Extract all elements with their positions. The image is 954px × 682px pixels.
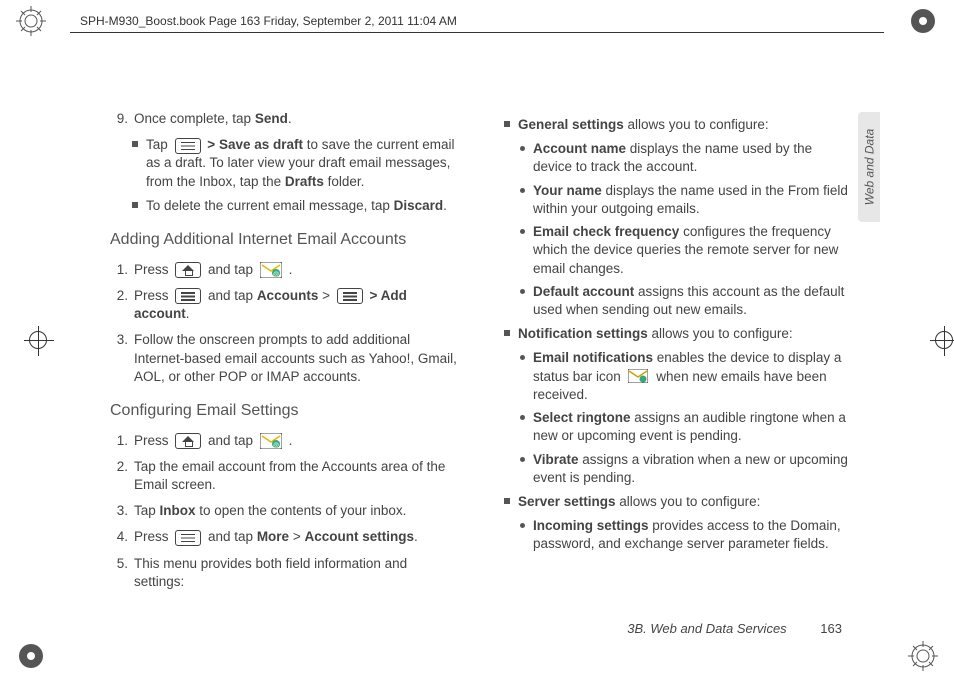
dot-bullet-icon — [520, 355, 525, 360]
dot-bullet-icon — [520, 188, 525, 193]
sub-step: Tap > Save as draft to save the current … — [132, 136, 460, 191]
step-number: 2. — [110, 287, 128, 323]
square-bullet-icon — [504, 330, 510, 336]
section-heading: Adding Additional Internet Email Account… — [110, 229, 460, 251]
step-item: 4. Press and tap More > Account settings… — [110, 528, 460, 546]
thumb-tab-label: Web and Data — [862, 129, 876, 206]
step-item: 2. Press and tap Accounts > > Add accoun… — [110, 287, 460, 323]
body-columns: 9. Once complete, tap Send. Tap > Save a… — [110, 110, 850, 590]
setting-item: Incoming settings provides access to the… — [520, 517, 850, 553]
setting-item: Vibrate assigns a vibration when a new o… — [520, 451, 850, 487]
step-text: Tap Inbox to open the contents of your i… — [134, 502, 460, 520]
sub-step-text: To delete the current email message, tap… — [146, 197, 460, 215]
dot-bullet-icon — [520, 523, 525, 528]
print-gear-icon — [16, 6, 46, 41]
step-text: Press and tap @ . — [134, 261, 460, 279]
svg-text:@: @ — [273, 272, 279, 278]
step-number: 2. — [110, 458, 128, 494]
setting-item: Email notifications enables the device t… — [520, 349, 850, 404]
running-header: SPH-M930_Boost.book Page 163 Friday, Sep… — [80, 14, 457, 28]
square-bullet-icon — [504, 121, 510, 127]
menu-key-icon — [337, 288, 363, 304]
page-number: 163 — [820, 621, 842, 636]
step-text: Follow the onscreen prompts to add addit… — [134, 331, 460, 386]
thumb-tab: Web and Data — [858, 112, 880, 222]
header-rule — [70, 32, 884, 33]
step-item: 1. Press and tap @ . — [110, 432, 460, 450]
square-bullet-icon — [504, 498, 510, 504]
sub-step: To delete the current email message, tap… — [132, 197, 460, 215]
menu-key-icon — [175, 288, 201, 304]
print-disc-icon — [908, 6, 938, 41]
setting-item: Account name displays the name used by t… — [520, 140, 850, 176]
settings-group: Server settings allows you to configure: — [504, 493, 850, 511]
step-number: 3. — [110, 502, 128, 520]
home-key-icon — [175, 433, 201, 449]
menu-key-icon — [175, 138, 201, 154]
square-bullet-icon — [132, 202, 138, 208]
step-item: 3. Tap Inbox to open the contents of you… — [110, 502, 460, 520]
step-item: 3. Follow the onscreen prompts to add ad… — [110, 331, 460, 386]
setting-item: Your name displays the name used in the … — [520, 182, 850, 218]
dot-bullet-icon — [520, 457, 525, 462]
step-text: Press and tap More > Account settings. — [134, 528, 460, 546]
step-number: 9. — [110, 110, 128, 128]
page-footer: 3B. Web and Data Services 163 — [627, 621, 842, 636]
step-number: 1. — [110, 261, 128, 279]
dot-bullet-icon — [520, 415, 525, 420]
step-text: This menu provides both field informatio… — [134, 555, 460, 591]
settings-group: Notification settings allows you to conf… — [504, 325, 850, 343]
group-text: Notification settings allows you to conf… — [518, 325, 850, 343]
step-text: Once complete, tap Send. — [134, 110, 460, 128]
dot-bullet-icon — [520, 289, 525, 294]
step-text: Press and tap Accounts > > Add account. — [134, 287, 460, 323]
dot-bullet-icon — [520, 146, 525, 151]
manual-page: SPH-M930_Boost.book Page 163 Friday, Sep… — [0, 0, 954, 682]
square-bullet-icon — [132, 141, 138, 147]
group-text: General settings allows you to configure… — [518, 116, 850, 134]
group-text: Server settings allows you to configure: — [518, 493, 850, 511]
email-app-icon: @ — [260, 433, 282, 449]
step-number: 5. — [110, 555, 128, 591]
settings-group: General settings allows you to configure… — [504, 116, 850, 134]
print-gear-icon — [908, 641, 938, 676]
mail-status-icon — [628, 369, 650, 385]
step-number: 1. — [110, 432, 128, 450]
home-key-icon — [175, 262, 201, 278]
email-app-icon: @ — [260, 262, 282, 278]
dot-bullet-icon — [520, 229, 525, 234]
step-item: 1. Press and tap @ . — [110, 261, 460, 279]
footer-section: 3B. Web and Data Services — [627, 621, 786, 636]
setting-item: Select ringtone assigns an audible ringt… — [520, 409, 850, 445]
step-number: 3. — [110, 331, 128, 386]
svg-text:@: @ — [273, 443, 279, 449]
section-heading: Configuring Email Settings — [110, 400, 460, 422]
step-text: Tap the email account from the Accounts … — [134, 458, 460, 494]
setting-item: Default account assigns this account as … — [520, 283, 850, 319]
setting-item: Email check frequency configures the fre… — [520, 223, 850, 278]
right-column: General settings allows you to configure… — [500, 110, 850, 590]
step-text: Press and tap @ . — [134, 432, 460, 450]
menu-key-icon — [175, 530, 201, 546]
step-number: 4. — [110, 528, 128, 546]
sub-step-text: Tap > Save as draft to save the current … — [146, 136, 460, 191]
left-column: 9. Once complete, tap Send. Tap > Save a… — [110, 110, 460, 590]
print-disc-icon — [16, 641, 46, 676]
step-item: 2. Tap the email account from the Accoun… — [110, 458, 460, 494]
step-item: 9. Once complete, tap Send. — [110, 110, 460, 128]
step-item: 5. This menu provides both field informa… — [110, 555, 460, 591]
